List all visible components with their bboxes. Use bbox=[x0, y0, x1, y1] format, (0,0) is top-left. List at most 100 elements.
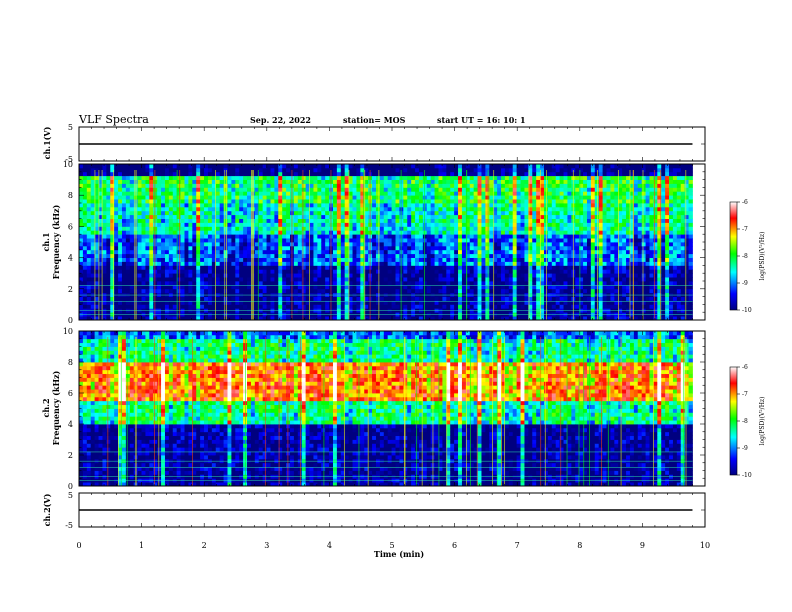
spectrogram-cell bbox=[403, 253, 408, 258]
spectrogram-cell bbox=[82, 191, 88, 196]
spectrogram-cell bbox=[540, 277, 545, 282]
spectrogram-cell bbox=[309, 214, 314, 219]
spectrogram-cell bbox=[559, 238, 564, 243]
spectrogram-cell bbox=[227, 179, 232, 184]
spectrogram-cell bbox=[372, 242, 377, 247]
spectrogram-cell bbox=[301, 296, 307, 301]
spectrogram-cell bbox=[379, 249, 385, 255]
spectrogram-cell bbox=[387, 199, 392, 204]
spectrogram-cell bbox=[563, 269, 568, 274]
spectrogram-cell bbox=[243, 222, 248, 227]
spectrogram-cell bbox=[207, 183, 213, 188]
spectrogram-cell bbox=[563, 296, 568, 301]
spectrogram-cell bbox=[512, 269, 518, 274]
spectrogram-cell bbox=[317, 179, 322, 184]
spectrogram-cell bbox=[504, 191, 510, 196]
spectrogram-cell bbox=[454, 265, 459, 270]
spectrogram-cell bbox=[372, 171, 377, 177]
spectrogram-cell bbox=[114, 195, 119, 200]
spectrogram-cell bbox=[332, 187, 338, 192]
spectrogram-cell bbox=[301, 273, 307, 278]
spectrogram-cell bbox=[391, 230, 396, 235]
spectrogram-cell bbox=[473, 304, 478, 309]
spectrogram-cell bbox=[110, 265, 115, 270]
spectrogram-cell bbox=[485, 284, 490, 290]
spectrogram-cell bbox=[454, 226, 459, 231]
spectrogram-cell bbox=[235, 281, 240, 286]
spectrogram-cell bbox=[98, 171, 103, 177]
spectrogram-cell bbox=[516, 265, 521, 270]
spectrogram-cell bbox=[501, 214, 506, 219]
spectrogram-cell bbox=[442, 234, 447, 239]
spectrogram-cell bbox=[110, 214, 115, 219]
spectrogram-cell bbox=[344, 230, 350, 235]
spectrogram-cell bbox=[434, 281, 439, 286]
spectrogram-cell bbox=[223, 222, 228, 227]
spectrogram-cell bbox=[184, 234, 189, 239]
spectrogram-cell bbox=[418, 296, 424, 301]
spectrogram-cell bbox=[469, 304, 475, 309]
spectrogram-cell bbox=[114, 199, 119, 204]
spectrogram-cell bbox=[551, 273, 557, 278]
spectrogram-cell bbox=[145, 191, 150, 196]
spectrogram-cell bbox=[196, 171, 201, 177]
spectrogram-cell bbox=[168, 249, 174, 255]
spectrogram-cell bbox=[422, 206, 428, 212]
spectrogram-cell bbox=[356, 281, 361, 286]
spectrogram-cell bbox=[266, 288, 271, 294]
spectrogram-cell bbox=[387, 234, 392, 239]
spectrogram-cell bbox=[508, 218, 514, 223]
spectrogram-cell bbox=[391, 269, 396, 274]
spectrogram-cell bbox=[243, 210, 248, 216]
spectrogram-cell bbox=[145, 238, 150, 243]
spectrogram-cell bbox=[516, 261, 521, 266]
spectrogram-cell bbox=[321, 296, 326, 301]
spectrogram-cell bbox=[559, 288, 564, 294]
spectrogram-cell bbox=[340, 222, 346, 227]
spectrogram-cell bbox=[504, 245, 510, 251]
spectrogram-cell bbox=[411, 203, 416, 208]
spectrogram-cell bbox=[227, 265, 232, 270]
spectrogram-cell bbox=[508, 257, 514, 262]
spectrogram-cell bbox=[493, 214, 498, 219]
spectrogram-cell bbox=[512, 245, 518, 251]
spectrogram-cell bbox=[172, 257, 178, 262]
spectrogram-cell bbox=[403, 226, 408, 231]
spectrogram-cell bbox=[504, 164, 510, 169]
spectrogram-cell bbox=[172, 253, 178, 258]
spectrogram-cell bbox=[512, 164, 518, 169]
spectrogram-cell bbox=[473, 187, 478, 192]
spectrogram-cell bbox=[555, 195, 561, 200]
spectrogram-cell bbox=[540, 281, 545, 286]
spectrogram-cell bbox=[532, 300, 537, 305]
spectrogram-cell bbox=[98, 296, 103, 301]
spectrogram-cell bbox=[223, 206, 228, 212]
spectrogram-cell bbox=[200, 230, 205, 235]
spectrogram-cell bbox=[243, 203, 248, 208]
spectrogram-cell bbox=[422, 164, 428, 169]
spectrogram-cell bbox=[250, 179, 256, 184]
spectrogram-cell bbox=[356, 300, 361, 305]
spectrogram-cell bbox=[438, 242, 443, 247]
spectrogram-cell bbox=[106, 222, 111, 227]
spectrogram-cell bbox=[547, 230, 553, 235]
spectrogram-cell bbox=[438, 316, 443, 321]
spectrogram-cell bbox=[391, 234, 396, 239]
spectrogram-cell bbox=[231, 183, 236, 188]
spectrogram-cell bbox=[129, 164, 135, 169]
spectrogram-cell bbox=[481, 288, 486, 294]
spectrogram-cell bbox=[551, 226, 557, 231]
spectrogram-cell bbox=[313, 281, 318, 286]
spectrogram-cell bbox=[270, 288, 275, 294]
spectrogram-cell bbox=[403, 179, 408, 184]
spectrogram-cell bbox=[110, 230, 115, 235]
spectrogram-cell bbox=[493, 226, 498, 231]
spectrogram-cell bbox=[141, 230, 146, 235]
spectrogram-cell bbox=[188, 167, 193, 173]
spectrogram-cell bbox=[243, 206, 248, 212]
spectrogram-cell bbox=[114, 230, 119, 235]
spectrogram-cell bbox=[317, 218, 322, 223]
spectrogram-cell bbox=[520, 277, 525, 282]
spectrogram-cell bbox=[200, 199, 205, 204]
spectrogram-cell bbox=[164, 304, 170, 309]
